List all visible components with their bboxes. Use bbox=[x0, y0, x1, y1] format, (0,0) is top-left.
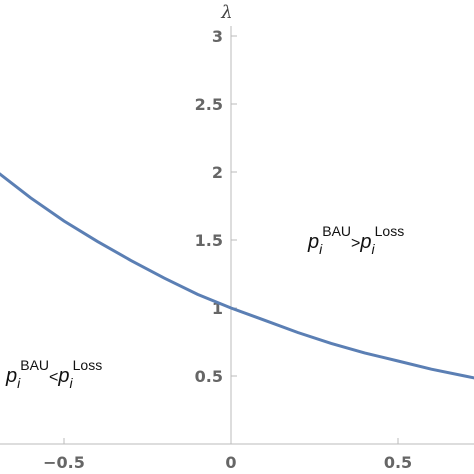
annot-2-relation: < bbox=[49, 369, 58, 386]
axes bbox=[0, 26, 474, 445]
x-tick-label: 0 bbox=[225, 453, 236, 472]
y-tick-label: 2.5 bbox=[195, 95, 223, 114]
series-line bbox=[0, 172, 474, 380]
annot-1-sup-2: Loss bbox=[375, 223, 405, 239]
x-tick-label: −0.5 bbox=[43, 453, 85, 472]
annot-2-sub: i bbox=[17, 375, 21, 391]
y-tick-label: 0.5 bbox=[195, 367, 223, 386]
y-tick-label: 2 bbox=[212, 163, 223, 182]
annot-2-base: p bbox=[5, 365, 17, 387]
y-axis-label: λ bbox=[220, 2, 232, 23]
annotation-bau-greater-loss: piBAU>piLoss bbox=[307, 223, 404, 257]
annotation-bau-less-loss: piBAU<piLoss bbox=[5, 357, 102, 391]
annot-1-relation: > bbox=[351, 235, 360, 252]
annot-1-base-2: p bbox=[359, 231, 371, 253]
y-tick-label: 1.5 bbox=[195, 231, 223, 250]
annot-2-sup-2: Loss bbox=[73, 357, 103, 373]
y-tick-label: 3 bbox=[212, 27, 223, 46]
y-ticks: 0.5 1 1.5 2 2.5 3 bbox=[195, 27, 237, 386]
y-tick-label: 1 bbox=[212, 299, 223, 318]
annot-1-sup: BAU bbox=[322, 223, 351, 239]
x-ticks: −0.5 0 0.5 bbox=[43, 438, 412, 472]
x-tick-label: 0.5 bbox=[384, 453, 412, 472]
annot-1-base: p bbox=[307, 231, 319, 253]
annot-1-sub-2: i bbox=[372, 241, 376, 257]
annot-2-sup: BAU bbox=[20, 357, 49, 373]
annot-1-sub: i bbox=[319, 241, 323, 257]
annot-2-base-2: p bbox=[57, 365, 69, 387]
annot-2-sub-2: i bbox=[70, 375, 74, 391]
